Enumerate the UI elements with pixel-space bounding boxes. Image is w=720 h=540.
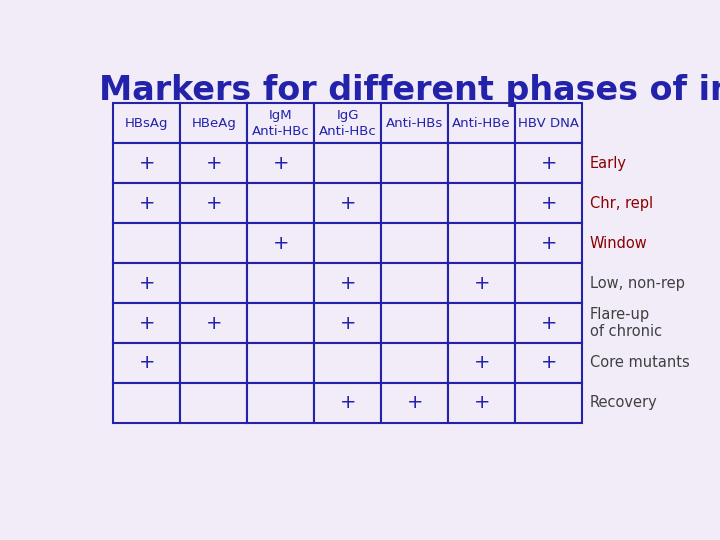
Bar [448,103,515,143]
Bar [448,183,515,223]
Text: +: + [138,354,155,373]
Bar [381,223,448,263]
Text: HBV DNA: HBV DNA [518,117,579,130]
Bar [247,263,314,303]
Bar [515,303,582,343]
Text: +: + [541,154,557,173]
Bar [247,343,314,383]
Bar [180,183,247,223]
Text: +: + [138,154,155,173]
Bar [180,223,247,263]
Text: Anti-HBs: Anti-HBs [386,117,444,130]
Text: +: + [339,274,356,293]
Bar [314,263,381,303]
Text: +: + [205,314,222,333]
Text: Low, non-rep: Low, non-rep [590,275,685,291]
Bar [314,303,381,343]
Bar [314,343,381,383]
Bar [113,143,180,183]
Bar [448,383,515,423]
Bar [448,303,515,343]
Bar [381,303,448,343]
Text: +: + [205,194,222,213]
Text: +: + [541,354,557,373]
Bar [113,383,180,423]
Text: Markers for different phases of infection: Markers for different phases of infectio… [99,74,720,107]
Text: IgG
Anti-HBc: IgG Anti-HBc [319,109,377,138]
Bar [180,103,247,143]
Bar [180,303,247,343]
Bar [113,343,180,383]
Bar [247,143,314,183]
Bar [381,143,448,183]
Text: +: + [339,314,356,333]
Bar [448,143,515,183]
Bar [113,223,180,263]
Bar [247,103,314,143]
Bar [448,263,515,303]
Text: Flare-up
of chronic: Flare-up of chronic [590,307,662,339]
Bar [314,103,381,143]
Bar [180,143,247,183]
Bar [381,383,448,423]
Bar [515,183,582,223]
Text: +: + [138,274,155,293]
Text: +: + [541,194,557,213]
Text: Anti-HBe: Anti-HBe [452,117,511,130]
Bar [113,183,180,223]
Bar [180,383,247,423]
Text: +: + [339,393,356,413]
Text: HBeAg: HBeAg [192,117,236,130]
Text: Chr, repl: Chr, repl [590,195,653,211]
Bar [113,303,180,343]
Bar [515,223,582,263]
Text: IgM
Anti-HBc: IgM Anti-HBc [252,109,310,138]
Bar [247,383,314,423]
Bar [381,263,448,303]
Text: +: + [541,234,557,253]
Text: HBsAg: HBsAg [125,117,168,130]
Bar [515,143,582,183]
Text: +: + [138,194,155,213]
Bar [314,383,381,423]
Text: +: + [272,234,289,253]
Text: +: + [138,314,155,333]
Text: +: + [541,314,557,333]
Text: +: + [474,393,490,413]
Text: +: + [474,354,490,373]
Bar [247,303,314,343]
Bar [515,103,582,143]
Bar [247,223,314,263]
Text: +: + [205,154,222,173]
Bar [180,343,247,383]
Text: +: + [272,154,289,173]
Text: Window: Window [590,235,647,251]
Bar [515,343,582,383]
Bar [314,143,381,183]
Bar [314,183,381,223]
Bar [314,223,381,263]
Text: +: + [406,393,423,413]
Text: +: + [474,274,490,293]
Text: Recovery: Recovery [590,395,657,410]
Bar [515,263,582,303]
Bar [113,263,180,303]
Bar [381,183,448,223]
Bar [113,103,180,143]
Bar [381,103,448,143]
Bar [515,383,582,423]
Text: Core mutants: Core mutants [590,355,690,370]
Text: Early: Early [590,156,627,171]
Bar [448,343,515,383]
Bar [448,223,515,263]
Text: +: + [339,194,356,213]
Bar [381,343,448,383]
Bar [180,263,247,303]
Bar [247,183,314,223]
